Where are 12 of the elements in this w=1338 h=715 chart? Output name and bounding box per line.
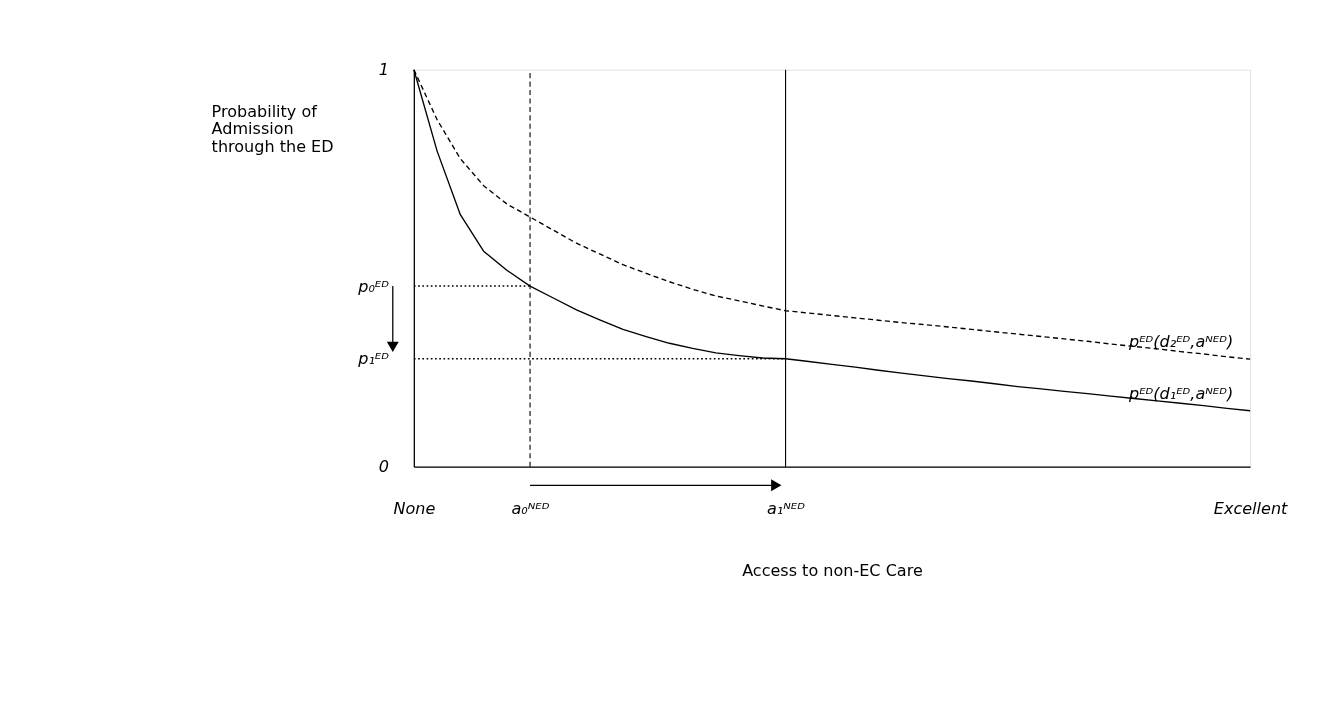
- y-axis-title: Probability of Admission through the ED: [211, 101, 334, 157]
- series-label: pᴱᴰ(d₁ᴱᴰ,aᴺᴱᴰ): [1128, 383, 1234, 403]
- x-tick-label: a₀ᴺᴱᴰ: [511, 498, 550, 518]
- y-tick-label: 1: [378, 60, 389, 80]
- y-tick-label: p₀ᴱᴰ: [357, 276, 390, 296]
- x-tick-label: a₁ᴺᴱᴰ: [767, 498, 806, 518]
- x-tick-label: Excellent: [1213, 498, 1289, 518]
- x-tick-label: None: [393, 498, 436, 518]
- y-tick-label: 0: [378, 457, 389, 477]
- series-label: pᴱᴰ(d₂ᴱᴰ,aᴺᴱᴰ): [1128, 332, 1234, 352]
- x-axis-title: Access to non-EC Care: [742, 561, 923, 581]
- y-tick-label: p₁ᴱᴰ: [357, 349, 390, 369]
